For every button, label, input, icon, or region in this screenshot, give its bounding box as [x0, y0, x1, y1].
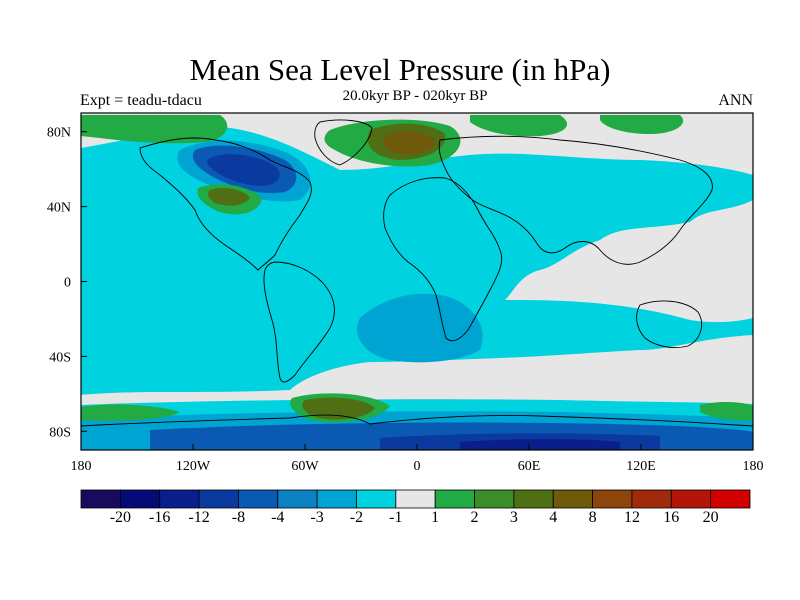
antarctica-coast — [81, 414, 753, 427]
colorbar-swatch — [159, 489, 200, 509]
colorbar-label: 3 — [510, 509, 518, 526]
y-tick-label: 40S — [49, 350, 71, 365]
pressure-field — [81, 115, 753, 450]
x-tick-label: 60W — [291, 459, 319, 474]
colorbar-label: 1 — [431, 509, 439, 526]
x-tick-label: 120W — [176, 459, 211, 474]
colorbar-label: 2 — [471, 509, 479, 526]
experiment-label: Expt = teadu-tdacu — [80, 92, 202, 109]
anomaly-region — [207, 187, 250, 206]
colorbar-label: -20 — [110, 509, 131, 526]
colorbar-label: -16 — [149, 509, 170, 526]
anomaly-region — [81, 404, 180, 421]
y-tick-label: 40N — [47, 201, 71, 216]
europe-africa-coast — [383, 177, 503, 342]
x-tick-label: 60E — [518, 459, 541, 474]
anomaly-region — [383, 131, 435, 155]
anomaly-region — [700, 402, 753, 421]
colorbar-swatch — [316, 489, 357, 509]
colorbar-swatch — [513, 489, 554, 509]
y-tick-label: 0 — [64, 276, 71, 291]
y-tick-label: 80S — [49, 425, 71, 440]
eurasia-coast — [438, 135, 713, 265]
south-america-coast — [263, 261, 335, 383]
colorbar-swatch — [119, 489, 161, 509]
anomaly-region — [460, 439, 620, 450]
x-tick-label: 0 — [414, 459, 421, 474]
colorbar-label: 20 — [703, 509, 719, 526]
anomaly-region — [81, 115, 228, 144]
colorbar-swatch — [552, 489, 593, 509]
anomaly-region — [600, 115, 684, 134]
colorbar-label: -8 — [232, 509, 245, 526]
colorbar-label: -2 — [350, 509, 363, 526]
colorbar-label: -4 — [271, 509, 284, 526]
colorbar-swatch — [592, 489, 633, 509]
colorbar-label: -3 — [310, 509, 323, 526]
colorbar-label: -1 — [389, 509, 402, 526]
y-tick-label: 80N — [47, 126, 71, 141]
colorbar-swatch — [434, 489, 475, 509]
colorbar-swatch — [80, 489, 121, 509]
season-label: ANN — [718, 92, 753, 109]
colorbar-swatch — [395, 489, 436, 509]
colorbar-label: 16 — [663, 509, 679, 526]
colorbar-label: 4 — [549, 509, 557, 526]
greenland-coast — [314, 119, 373, 166]
colorbar-swatch — [474, 489, 515, 509]
anomaly-region — [356, 293, 483, 363]
colorbar-swatch — [670, 489, 712, 509]
map-ticks: 180 120W 60W 0 60E 120E 180 80N 40N 0 40S 80S — [47, 126, 764, 474]
colorbar-label: -12 — [188, 509, 209, 526]
colorbar-label: 12 — [624, 509, 640, 526]
colorbar-swatch — [710, 489, 751, 509]
x-tick-label: 120E — [626, 459, 656, 474]
colorbar-swatch — [356, 489, 397, 509]
colorbar-swatch — [238, 489, 279, 509]
colorbar-label: 8 — [589, 509, 597, 526]
anomaly-region — [470, 115, 568, 137]
colorbar-swatch — [277, 489, 318, 509]
anomaly-region — [302, 397, 375, 420]
australia-coast — [636, 300, 702, 349]
x-tick-label: 180 — [71, 459, 92, 474]
anomaly-region — [207, 154, 280, 186]
x-tick-label: 180 — [743, 459, 764, 474]
coastlines — [81, 119, 753, 427]
colorbar-swatch — [198, 489, 239, 509]
map-subtitle: 20.0kyr BP - 020kyr BP — [342, 88, 488, 104]
map-title: Mean Sea Level Pressure (in hPa) — [189, 52, 611, 87]
colorbar-swatch — [631, 489, 672, 509]
north-america-coast — [139, 137, 312, 271]
